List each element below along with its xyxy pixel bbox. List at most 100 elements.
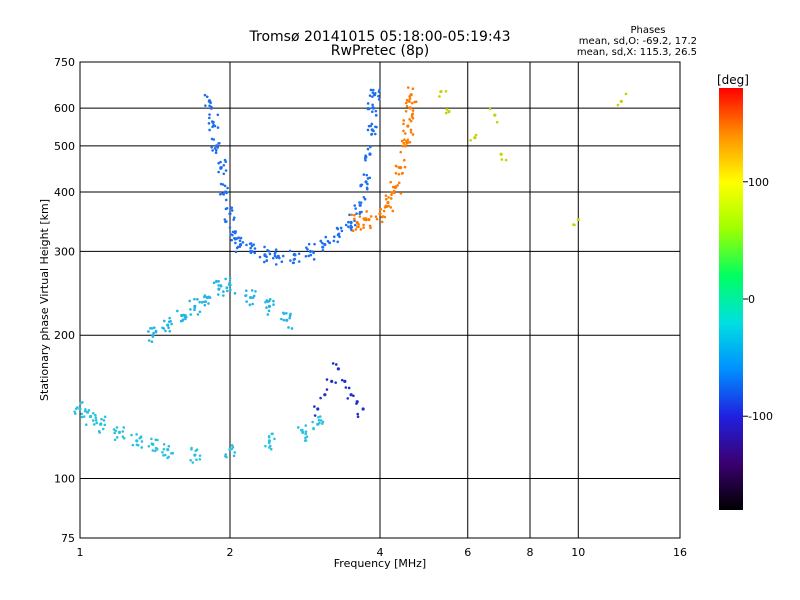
data-point — [493, 113, 497, 117]
colorbar-label: [deg] — [717, 73, 749, 87]
data-point — [400, 172, 404, 175]
data-point — [207, 122, 211, 125]
data-point — [334, 381, 338, 384]
data-point — [377, 90, 381, 93]
y-tick-label: 100 — [54, 473, 75, 486]
data-point — [239, 236, 243, 240]
series-lower-f-layer — [147, 277, 294, 344]
data-point — [228, 281, 232, 284]
data-point — [374, 113, 378, 117]
data-point — [262, 260, 266, 264]
colorbar-ticks: 100 0 -100 — [743, 176, 773, 423]
x-tick-label: 8 — [527, 546, 534, 559]
data-point — [82, 415, 86, 418]
data-point — [366, 128, 370, 132]
data-point — [264, 444, 267, 448]
data-point — [364, 154, 367, 158]
data-point — [241, 241, 245, 244]
data-point — [162, 454, 165, 457]
data-point — [233, 451, 237, 454]
data-point — [408, 140, 412, 144]
data-point — [166, 448, 170, 452]
data-point — [384, 204, 388, 207]
data-point — [318, 415, 322, 418]
data-point — [285, 312, 288, 315]
data-point — [368, 224, 372, 228]
data-point — [152, 326, 156, 329]
data-point — [219, 284, 223, 287]
data-point — [353, 204, 357, 207]
data-point — [223, 218, 227, 221]
data-point — [299, 428, 303, 432]
colorbar-tick-label: -100 — [748, 410, 773, 423]
data-point — [156, 438, 159, 442]
data-point — [274, 263, 278, 266]
data-point — [411, 112, 415, 116]
data-point — [203, 295, 206, 299]
data-point — [112, 428, 116, 431]
data-point — [196, 313, 200, 316]
chart-subtitle: RwPretec (8p) — [331, 43, 429, 59]
data-point — [136, 443, 140, 447]
data-point — [164, 329, 167, 333]
data-point — [267, 309, 271, 313]
data-point — [353, 213, 356, 217]
data-point — [222, 172, 226, 176]
data-point — [155, 447, 159, 450]
data-point — [289, 259, 292, 262]
data-point — [265, 306, 268, 309]
data-point — [135, 439, 139, 443]
data-point — [303, 439, 307, 442]
data-point — [372, 129, 375, 133]
data-point — [216, 126, 220, 129]
data-point — [228, 212, 232, 216]
data-point — [384, 194, 388, 197]
data-point — [397, 181, 401, 185]
data-point — [189, 458, 192, 462]
data-point — [374, 132, 377, 136]
data-point — [231, 233, 234, 237]
data-point — [401, 144, 405, 148]
data-point — [404, 109, 408, 113]
data-point — [212, 281, 216, 285]
data-point — [408, 118, 411, 121]
data-point — [288, 314, 292, 318]
data-point — [115, 436, 119, 439]
data-point — [488, 107, 492, 111]
data-point — [319, 419, 323, 422]
data-point — [225, 289, 229, 293]
data-point — [313, 405, 316, 408]
data-point — [353, 217, 356, 221]
data-point — [138, 436, 142, 440]
data-point — [224, 198, 228, 202]
data-point — [573, 223, 576, 227]
data-point — [101, 427, 105, 431]
data-point — [362, 223, 365, 227]
data-point — [230, 238, 233, 242]
data-point — [340, 378, 344, 382]
legend-line-x: mean, sd,X: 115.3, 26.5 — [577, 47, 697, 58]
data-point — [167, 326, 170, 330]
data-point — [150, 442, 154, 445]
data-point — [245, 300, 248, 303]
data-point — [219, 182, 223, 186]
data-point — [161, 451, 164, 454]
data-point — [265, 299, 269, 302]
data-point — [313, 242, 316, 246]
data-point — [292, 258, 296, 261]
data-point — [624, 92, 628, 96]
data-point — [317, 415, 320, 419]
data-point — [94, 419, 98, 422]
data-point — [362, 173, 366, 176]
data-point — [88, 414, 93, 419]
data-point — [267, 435, 271, 439]
data-point — [98, 431, 102, 434]
data-point — [389, 197, 393, 200]
data-point — [337, 233, 340, 236]
data-point — [267, 446, 271, 449]
data-point — [217, 170, 220, 174]
y-tick-label: 750 — [54, 56, 75, 69]
data-point — [323, 243, 327, 247]
data-point — [274, 248, 278, 251]
data-point — [250, 289, 254, 292]
